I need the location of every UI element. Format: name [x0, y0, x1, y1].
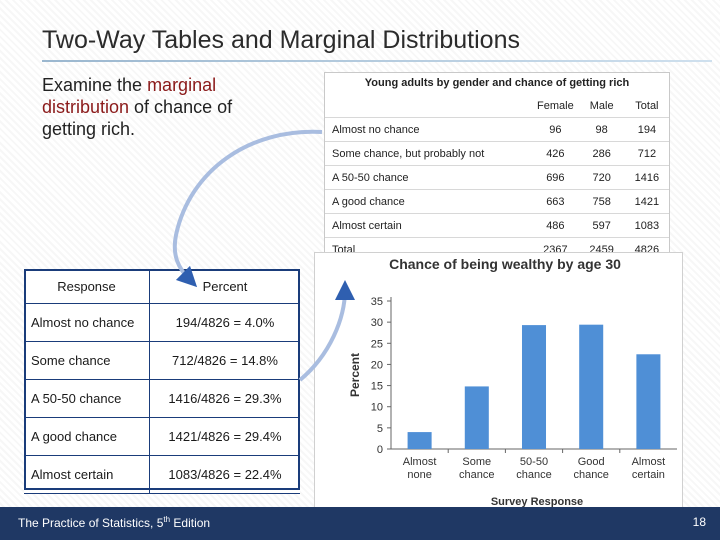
- intro-after: of chance of getting rich.: [42, 97, 233, 139]
- y-axis-label: Percent: [348, 353, 362, 397]
- bar: [521, 325, 547, 449]
- cell-male: 597: [578, 213, 625, 238]
- header-blank: [325, 95, 532, 118]
- cell-male: 286: [578, 141, 625, 166]
- response-label: Almost certain: [24, 455, 150, 494]
- y-tick-label: 15: [371, 381, 383, 393]
- row-label: Some chance, but probably not: [325, 141, 533, 166]
- response-label: A 50-50 chance: [24, 379, 150, 418]
- chart-title: Chance of being wealthy by age 30: [389, 256, 621, 272]
- two-way-grid: Female Male Total Almost no chance 96 98…: [325, 95, 669, 261]
- cell-male: 98: [578, 117, 625, 142]
- y-tick-label: 10: [371, 402, 383, 414]
- table-row: Almost no chance 96 98 194: [325, 117, 669, 142]
- y-tick-label: 25: [371, 338, 383, 350]
- cell-female: 663: [532, 189, 579, 214]
- table-row: Almost certain 486 597 1083: [325, 213, 669, 238]
- x-tick-label: chance: [516, 469, 551, 481]
- cell-female: 96: [532, 117, 579, 142]
- percent-value: 712/4826 = 14.8%: [149, 341, 300, 380]
- x-axis-label: Survey Response: [491, 496, 583, 508]
- response-table: Response Percent Almost no chance 194/48…: [24, 269, 300, 494]
- response-label: Almost no chance: [24, 303, 150, 342]
- response-label: Some chance: [24, 341, 150, 380]
- header-total: Total: [635, 100, 659, 112]
- cell-male: 758: [578, 189, 625, 214]
- footer-sup: th: [163, 515, 171, 524]
- intro-text: Examine the marginal distribution of cha…: [42, 74, 272, 140]
- table-row: Almost certain 1083/4826 = 22.4%: [24, 455, 300, 494]
- y-tick-label: 0: [377, 444, 383, 456]
- table-row: Some chance, but probably not 426 286 71…: [325, 141, 669, 166]
- cell-total: 1416: [624, 165, 669, 190]
- table-row: Almost no chance 194/4826 = 4.0%: [24, 303, 300, 342]
- plot-area: 05101520253035AlmostnoneSomechance50-50c…: [371, 296, 677, 481]
- header-female: Female: [537, 100, 574, 112]
- footer-bar: [0, 507, 720, 540]
- header-percent: Percent: [149, 269, 300, 304]
- table-row: A good chance 1421/4826 = 29.4%: [24, 417, 300, 456]
- percent-value: 1083/4826 = 22.4%: [149, 455, 300, 494]
- row-label: Almost no chance: [325, 117, 533, 142]
- footer-text: The Practice of Statistics, 5th Edition: [18, 515, 210, 530]
- x-tick-label: 50-50: [520, 456, 548, 468]
- intro-highlight: marginal distribution: [42, 75, 217, 117]
- header-response: Response: [24, 269, 150, 304]
- bar: [579, 324, 604, 449]
- bar: [636, 354, 661, 449]
- x-tick-label: Some: [462, 456, 491, 468]
- cell-total: 1083: [624, 213, 669, 238]
- row-label: Almost certain: [325, 213, 533, 238]
- x-tick-label: certain: [632, 469, 665, 481]
- cell-female: 426: [532, 141, 579, 166]
- intro-before: Examine the: [42, 75, 148, 95]
- x-tick-label: chance: [459, 469, 494, 481]
- response-label: A good chance: [24, 417, 150, 456]
- cell-total: 712: [624, 141, 669, 166]
- slide-title: Two-Way Tables and Marginal Distribution…: [42, 26, 520, 54]
- footer-edition: Edition: [170, 516, 211, 530]
- x-tick-label: chance: [573, 469, 608, 481]
- table-row: Some chance 712/4826 = 14.8%: [24, 341, 300, 380]
- cell-female: 696: [532, 165, 579, 190]
- header-male: Male: [589, 100, 614, 112]
- y-tick-label: 5: [377, 423, 383, 435]
- two-way-header-row: Female Male Total: [325, 95, 669, 118]
- page-number: 18: [692, 515, 706, 529]
- two-way-table: Young adults by gender and chance of get…: [324, 72, 670, 261]
- two-way-caption: Young adults by gender and chance of get…: [364, 77, 630, 89]
- percent-value: 194/4826 = 4.0%: [149, 303, 300, 342]
- cell-total: 1421: [624, 189, 669, 214]
- bar: [407, 432, 432, 449]
- cell-female: 486: [532, 213, 579, 238]
- bar: [464, 386, 489, 449]
- y-tick-label: 35: [371, 296, 383, 308]
- row-label: A good chance: [325, 189, 533, 214]
- title-underline: [42, 60, 712, 62]
- y-tick-label: 30: [371, 317, 383, 329]
- percent-value: 1416/4826 = 29.3%: [149, 379, 300, 418]
- table-row: A good chance 663 758 1421: [325, 189, 669, 214]
- cell-male: 720: [578, 165, 625, 190]
- x-tick-label: Almost: [632, 456, 666, 468]
- row-label: A 50-50 chance: [325, 165, 533, 190]
- x-tick-label: none: [407, 469, 431, 481]
- y-tick-label: 20: [371, 359, 383, 371]
- table-row: A 50-50 chance 696 720 1416: [325, 165, 669, 190]
- bar-chart: Chance of being wealthy by age 30 Percen…: [348, 256, 677, 508]
- footer-book: The Practice of Statistics, 5: [18, 516, 164, 530]
- response-header-row: Response Percent: [24, 269, 300, 304]
- percent-value: 1421/4826 = 29.4%: [149, 417, 300, 456]
- x-tick-label: Almost: [403, 456, 437, 468]
- chart-panel: Chance of being wealthy by age 30 Percen…: [314, 252, 683, 518]
- table-row: A 50-50 chance 1416/4826 = 29.3%: [24, 379, 300, 418]
- cell-total: 194: [624, 117, 669, 142]
- x-tick-label: Good: [578, 456, 605, 468]
